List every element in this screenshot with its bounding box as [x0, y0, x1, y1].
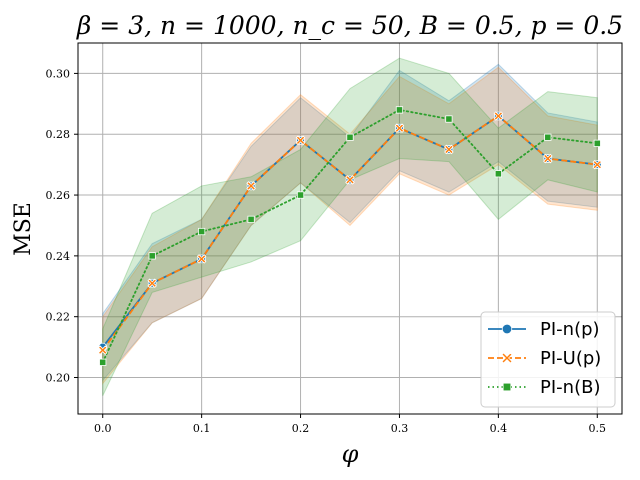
- x-tick-label: 0.5: [589, 422, 607, 435]
- x-tick-label: 0.4: [490, 422, 508, 435]
- series-markers: [97, 106, 603, 366]
- data-point: [148, 252, 156, 260]
- grid-lines: [78, 43, 622, 414]
- legend-marker-2: [502, 382, 512, 392]
- x-axis-label: φ: [342, 440, 359, 468]
- data-point: [544, 133, 552, 141]
- legend-marker-1: [501, 352, 513, 364]
- legend-marker-0: [501, 323, 513, 335]
- x-tick-label: 0.0: [94, 422, 112, 435]
- data-point: [494, 170, 502, 178]
- legend-label-0: PI-n(p): [540, 319, 600, 340]
- data-point: [147, 278, 157, 289]
- y-tick-label: 0.22: [46, 311, 71, 324]
- data-point: [345, 175, 355, 185]
- data-point: [246, 181, 256, 191]
- data-point: [593, 139, 601, 147]
- legend-label-1: PI-U(p): [540, 348, 601, 369]
- data-point: [394, 123, 405, 133]
- y-tick-label: 0.26: [46, 189, 71, 202]
- data-point: [198, 227, 206, 236]
- data-point: [445, 115, 453, 123]
- legend: PI-n(p) PI-U(p) PI-n(B): [480, 311, 616, 408]
- confidence-band-0: [102, 63, 598, 382]
- confidence-bands: [102, 57, 598, 396]
- series-line-2: [101, 108, 599, 364]
- data-point: [295, 135, 306, 146]
- data-point: [444, 144, 454, 155]
- y-tick-label: 0.24: [46, 250, 71, 263]
- y-tick-label: 0.30: [46, 67, 71, 80]
- confidence-band-2: [102, 57, 598, 396]
- data-point: [543, 153, 553, 164]
- x-tick-label: 0.1: [193, 422, 211, 435]
- series-line-1: [102, 114, 598, 351]
- plot-frame: [77, 42, 623, 415]
- data-point: [592, 159, 603, 170]
- data-point: [99, 358, 107, 366]
- y-tick-label: 0.20: [46, 372, 71, 385]
- data-point: [247, 215, 255, 223]
- data-point: [196, 254, 207, 264]
- x-tick-label: 0.2: [292, 422, 310, 435]
- data-point: [97, 345, 108, 355]
- data-point: [346, 133, 354, 141]
- data-point: [296, 191, 305, 199]
- y-axis-label: MSE: [11, 202, 36, 256]
- data-point: [395, 106, 404, 114]
- confidence-band-1: [102, 66, 598, 385]
- legend-box: [480, 311, 616, 408]
- data-point: [493, 111, 504, 121]
- y-axis-ticks: 0.20 0.22 0.24 0.26 0.28 0.30: [46, 67, 78, 385]
- x-tick-label: 0.3: [391, 422, 409, 435]
- chart-title: β = 3, n = 1000, n_c = 50, B = 0.5, p = …: [76, 11, 623, 40]
- legend-label-2: PI-n(B): [540, 377, 600, 398]
- y-tick-label: 0.28: [46, 128, 71, 141]
- x-axis-ticks: 0.0 0.1 0.2 0.3 0.4 0.5: [94, 414, 606, 435]
